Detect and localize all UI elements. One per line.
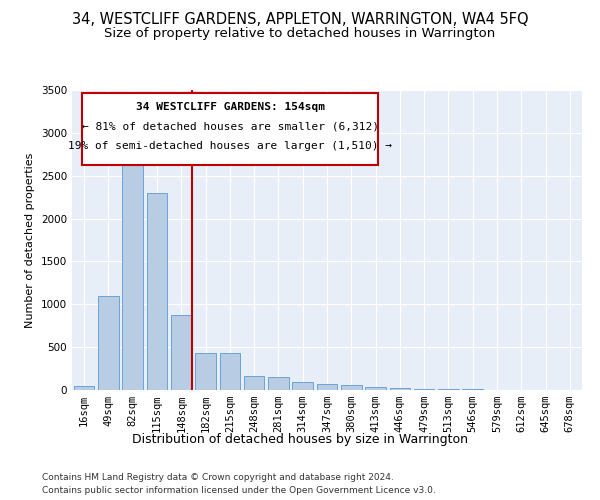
FancyBboxPatch shape xyxy=(82,93,378,165)
Bar xyxy=(244,376,265,390)
Text: 34 WESTCLIFF GARDENS: 154sqm: 34 WESTCLIFF GARDENS: 154sqm xyxy=(136,102,325,112)
Text: Contains public sector information licensed under the Open Government Licence v3: Contains public sector information licen… xyxy=(42,486,436,495)
Bar xyxy=(171,314,191,390)
Bar xyxy=(122,158,143,390)
Text: ← 81% of detached houses are smaller (6,312): ← 81% of detached houses are smaller (6,… xyxy=(82,122,379,132)
Bar xyxy=(317,384,337,390)
Bar xyxy=(365,386,386,390)
Text: Distribution of detached houses by size in Warrington: Distribution of detached houses by size … xyxy=(132,432,468,446)
Y-axis label: Number of detached properties: Number of detached properties xyxy=(25,152,35,328)
Bar xyxy=(341,385,362,390)
Bar xyxy=(438,389,459,390)
Bar xyxy=(268,377,289,390)
Text: Size of property relative to detached houses in Warrington: Size of property relative to detached ho… xyxy=(104,28,496,40)
Bar xyxy=(414,388,434,390)
Bar xyxy=(98,296,119,390)
Bar xyxy=(146,193,167,390)
Bar xyxy=(74,386,94,390)
Text: 34, WESTCLIFF GARDENS, APPLETON, WARRINGTON, WA4 5FQ: 34, WESTCLIFF GARDENS, APPLETON, WARRING… xyxy=(71,12,529,28)
Text: 19% of semi-detached houses are larger (1,510) →: 19% of semi-detached houses are larger (… xyxy=(68,141,392,151)
Bar xyxy=(220,353,240,390)
Text: Contains HM Land Registry data © Crown copyright and database right 2024.: Contains HM Land Registry data © Crown c… xyxy=(42,472,394,482)
Bar xyxy=(195,353,216,390)
Bar xyxy=(292,382,313,390)
Bar xyxy=(389,388,410,390)
